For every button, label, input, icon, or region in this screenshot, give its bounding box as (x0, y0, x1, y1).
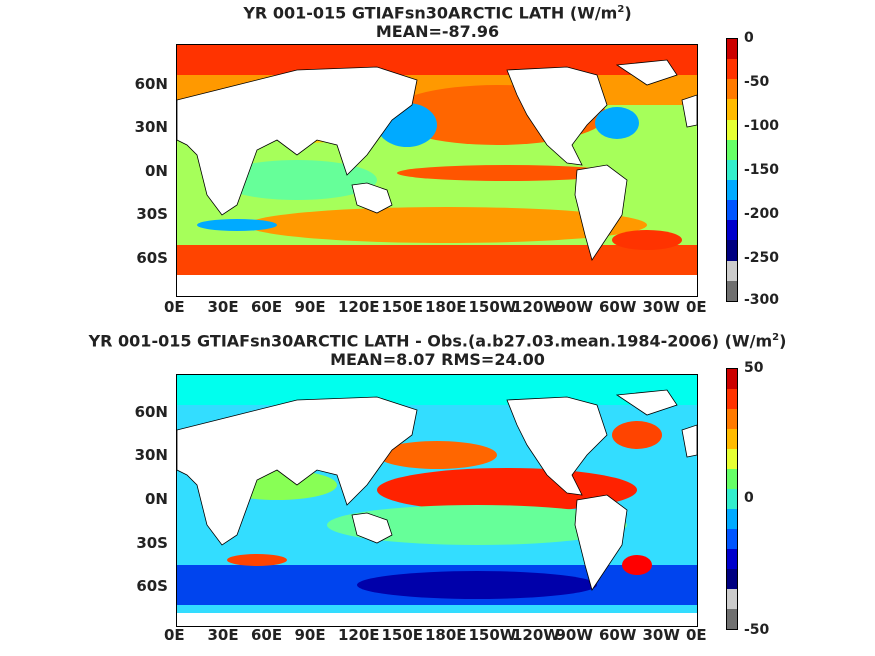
colorbar-segment (727, 569, 737, 589)
lon-label: 120W (512, 298, 560, 316)
colorbar-segment (727, 509, 737, 529)
lon-label: 90W (555, 626, 593, 644)
lon-label: 30W (642, 626, 680, 644)
lon-label: 0E (164, 626, 185, 644)
panel2-lat-label: 30N (134, 446, 168, 464)
panel1-title: YR 001-015 GTIAFsn30ARCTIC LATH (W/m2) (243, 3, 632, 23)
colorbar-segment (727, 99, 737, 120)
colorbar-segment (727, 589, 737, 609)
panel1-colorbar-tick: -100 (744, 118, 780, 134)
colorbar-segment (727, 469, 737, 489)
panel1-lat-label: 30N (134, 118, 168, 136)
colorbar-segment (727, 549, 737, 569)
panel1-colorbar-tick: -150 (744, 162, 780, 178)
colorbar-segment (727, 220, 737, 241)
colorbar-segment (727, 369, 737, 389)
panel1-colorbar-tick: -300 (744, 292, 780, 308)
colorbar-segment (727, 389, 737, 409)
lon-label: 120E (338, 626, 380, 644)
panel1-lat-label: 30S (136, 205, 168, 223)
panel1-colorbar (726, 38, 738, 302)
panel1-colorbar-tick: -200 (744, 206, 780, 222)
lon-label: 30E (207, 626, 239, 644)
colorbar-segment (727, 200, 737, 221)
lon-label: 90E (294, 626, 326, 644)
colorbar-segment (727, 409, 737, 429)
colorbar-segment (727, 529, 737, 549)
lon-label: 150W (468, 298, 517, 316)
colorbar-segment (727, 280, 737, 301)
lon-label: 90W (555, 298, 593, 316)
lon-label: 120W (512, 626, 560, 644)
lon-label: 60E (251, 626, 283, 644)
colorbar-segment (727, 59, 737, 80)
panel1-lat-label: 60N (134, 75, 168, 93)
panel2-colorbar-tick: -50 (744, 622, 770, 638)
panel2-lat-label: 30S (136, 534, 168, 552)
colorbar-segment (727, 260, 737, 281)
colorbar-segment (727, 449, 737, 469)
panel2-colorbar-tick: 50 (744, 360, 764, 376)
lon-label: 0E (686, 298, 707, 316)
colorbar-segment (727, 139, 737, 160)
lon-label: 180E (425, 298, 467, 316)
panel2-lat-label: 0N (145, 490, 168, 508)
lon-label: 30W (642, 298, 680, 316)
lon-label: 180E (425, 626, 467, 644)
panel2-colorbar (726, 368, 738, 630)
lon-label: 0E (164, 298, 185, 316)
lon-label: 60E (251, 298, 283, 316)
panel1-lat-label: 60S (136, 249, 168, 267)
panel2-lat-label: 60S (136, 577, 168, 595)
lon-label: 30E (207, 298, 239, 316)
lon-label: 90E (294, 298, 326, 316)
panel1-subtitle: MEAN=-87.96 (375, 22, 500, 41)
panel1-colorbar-tick: 0 (744, 30, 754, 46)
lon-label: 150E (381, 298, 424, 316)
panel2-map (176, 374, 698, 627)
colorbar-segment (727, 39, 737, 60)
colorbar-segment (727, 159, 737, 180)
colorbar-segment (727, 119, 737, 140)
panel2-colorbar-tick: 0 (744, 490, 754, 506)
lon-label: 60W (599, 626, 637, 644)
lon-label: 120E (338, 298, 380, 316)
colorbar-segment (727, 609, 737, 629)
lon-label: 150E (381, 626, 424, 644)
colorbar-segment (727, 429, 737, 449)
panel2-title: YR 001-015 GTIAFsn30ARCTIC LATH - Obs.(a… (88, 331, 787, 351)
colorbar-segment (727, 240, 737, 261)
panel1-lat-label: 0N (145, 162, 168, 180)
colorbar-segment (727, 79, 737, 100)
panel1-colorbar-tick: -50 (744, 74, 770, 90)
lon-label: 150W (468, 626, 517, 644)
panel1-map (176, 44, 698, 297)
lon-label: 60W (599, 298, 637, 316)
lon-label: 0E (686, 626, 707, 644)
panel2-lat-label: 60N (134, 403, 168, 421)
panel1-colorbar-tick: -250 (744, 250, 780, 266)
panel2-subtitle: MEAN=8.07 RMS=24.00 (330, 350, 545, 369)
colorbar-segment (727, 179, 737, 201)
colorbar-segment (727, 489, 737, 509)
